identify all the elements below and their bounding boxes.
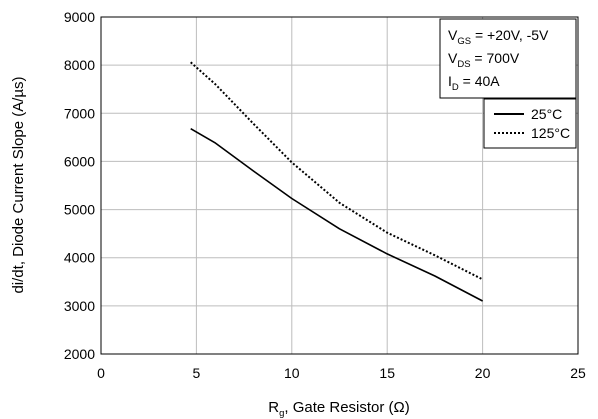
series-lines — [190, 61, 484, 302]
y-tick-label: 7000 — [64, 105, 95, 121]
x-axis-title: Rg, Gate Resistor (Ω) — [268, 399, 410, 419]
x-tick-label: 10 — [284, 365, 300, 381]
conditions-box — [439, 18, 577, 99]
series-line-25c — [190, 128, 483, 302]
condition-id-sub: D — [452, 82, 459, 93]
condition-vds-rest: = 700V — [471, 50, 520, 66]
condition-vgs: VGS = +20V, -5V — [448, 27, 549, 47]
x-tick-label: 20 — [475, 365, 491, 381]
condition-vgs-main: V — [448, 27, 458, 43]
x-tick-label: 0 — [97, 365, 105, 381]
condition-id-rest: = 40A — [459, 73, 501, 89]
y-tick-label: 9000 — [64, 9, 95, 25]
legend-label-25c: 25°C — [531, 106, 562, 122]
grid — [101, 17, 578, 354]
y-axis-title: di/dt, Diode Current Slope (A/µs) — [10, 76, 27, 293]
condition-id: ID = 40A — [448, 73, 500, 93]
condition-vgs-sub: GS — [457, 36, 471, 47]
condition-vds-sub: DS — [457, 59, 470, 70]
x-axis-title-sub: g — [279, 408, 284, 419]
condition-vgs-rest: = +20V, -5V — [471, 27, 549, 43]
legend-label-125c: 125°C — [531, 125, 570, 141]
x-tick-label: 15 — [379, 365, 395, 381]
x-tick-label: 5 — [193, 365, 201, 381]
x-tick-label: 25 — [570, 365, 586, 381]
plot-frame — [100, 16, 579, 355]
y-tick-label: 5000 — [64, 202, 95, 218]
x-axis-title-main: R — [268, 399, 279, 416]
y-tick-label: 2000 — [64, 346, 95, 362]
y-tick-labels: 2000 3000 4000 5000 6000 7000 8000 9000 — [64, 9, 95, 362]
condition-vds: VDS = 700V — [448, 50, 520, 70]
x-axis-title-rest: , Gate Resistor (Ω) — [284, 399, 409, 416]
condition-vds-main: V — [448, 50, 458, 66]
series-line-125c — [190, 61, 484, 281]
y-tick-label: 8000 — [64, 57, 95, 73]
y-tick-label: 3000 — [64, 298, 95, 314]
x-tick-labels: 0 5 10 15 20 25 — [97, 365, 586, 381]
legend-box — [483, 98, 577, 149]
y-tick-label: 6000 — [64, 153, 95, 169]
condition-id-main: I — [448, 73, 452, 89]
y-tick-label: 4000 — [64, 250, 95, 266]
